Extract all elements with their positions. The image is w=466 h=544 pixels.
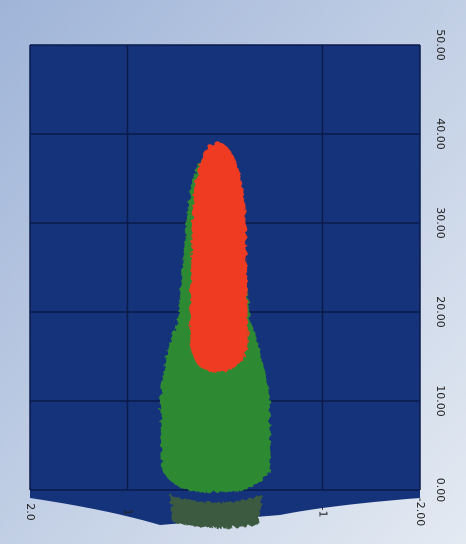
- y-tick-label: 40.00: [434, 118, 447, 150]
- base-region: [170, 495, 262, 528]
- y-tick-label: 10.00: [434, 385, 447, 417]
- y-tick-label: 30.00: [434, 207, 447, 239]
- x-tick-label: -1: [317, 507, 330, 518]
- y-tick-label: 20.00: [434, 296, 447, 328]
- axes: 0.00 10.00 20.00 30.00 40.00 50.00 2.0 1 -1 -2.00: [24, 29, 447, 526]
- x-tick-label: 1: [122, 509, 135, 516]
- x-tick-label: -2.00: [414, 498, 427, 526]
- field: [160, 142, 270, 528]
- x-tick-label: 2.0: [24, 503, 37, 521]
- red-region: [190, 142, 248, 372]
- y-tick-label: 0.00: [434, 478, 447, 503]
- y-tick-label: 50.00: [434, 29, 447, 61]
